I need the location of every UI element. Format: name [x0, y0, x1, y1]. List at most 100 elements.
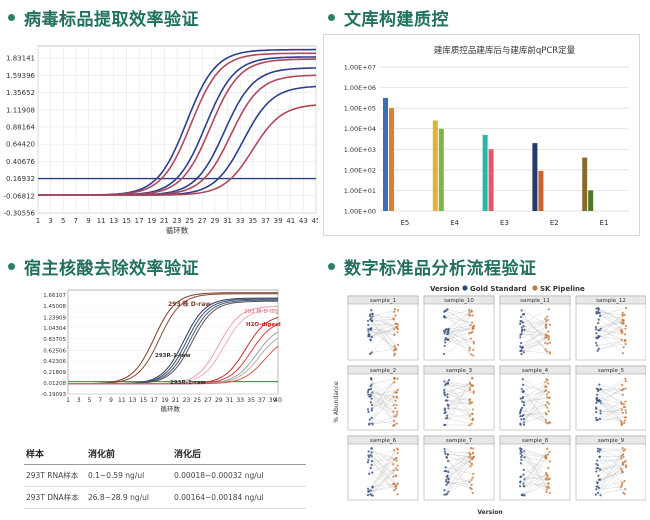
- facet-label: sample_7: [446, 438, 473, 444]
- data-point: [520, 462, 522, 464]
- data-point: [624, 328, 626, 330]
- data-point: [548, 410, 550, 412]
- data-point: [471, 484, 473, 486]
- data-point: [625, 460, 627, 462]
- data-point: [519, 415, 521, 417]
- data-point: [446, 475, 448, 477]
- data-point: [546, 393, 548, 395]
- data-point: [520, 353, 522, 355]
- x-tick-label: 7: [98, 397, 102, 404]
- data-point: [367, 320, 369, 322]
- y-tick-label: 1.00E+04: [344, 125, 376, 133]
- data-point: [393, 489, 395, 491]
- data-point: [397, 493, 399, 495]
- data-point: [471, 377, 473, 379]
- data-point: [548, 487, 550, 489]
- x-tick-label: 31: [223, 217, 232, 225]
- data-point: [547, 331, 549, 333]
- data-point: [444, 409, 446, 411]
- data-point: [624, 388, 626, 390]
- data-point: [395, 457, 397, 459]
- x-tick-label: 37: [258, 397, 266, 404]
- data-point: [621, 471, 623, 473]
- data-point: [595, 411, 597, 413]
- data-point: [546, 379, 548, 381]
- data-point: [367, 454, 369, 456]
- x-tick-label: E3: [500, 219, 509, 227]
- data-point: [445, 383, 447, 385]
- data-point: [394, 322, 396, 324]
- data-point: [470, 338, 472, 340]
- data-point: [595, 463, 597, 465]
- x-tick-label: 9: [109, 397, 113, 404]
- data-point: [547, 382, 549, 384]
- data-point: [370, 309, 372, 311]
- data-point: [367, 411, 369, 413]
- data-point: [624, 314, 626, 316]
- data-point: [519, 336, 521, 338]
- data-point: [622, 312, 624, 314]
- data-point: [396, 452, 398, 454]
- data-point: [624, 406, 626, 408]
- x-tick-label: 45: [312, 217, 318, 225]
- data-point: [549, 460, 551, 462]
- data-point: [620, 401, 622, 403]
- annotation-label: 293R-1-raw: [155, 353, 191, 359]
- y-tick-label: 0.40676: [6, 158, 35, 166]
- data-point: [597, 450, 599, 452]
- data-point: [368, 396, 370, 398]
- data-point: [523, 390, 525, 392]
- table-row: 293T DNA样本 26.8~28.9 ng/ul 0.00164~0.001…: [24, 487, 306, 509]
- data-point: [367, 408, 369, 410]
- x-tick-label: 15: [122, 217, 131, 225]
- bar: [439, 129, 444, 211]
- data-point: [595, 342, 597, 344]
- data-point: [471, 479, 473, 481]
- data-point: [546, 488, 548, 490]
- data-point: [597, 390, 599, 392]
- y-tick-label: 1.59396: [6, 72, 35, 80]
- data-point: [447, 453, 449, 455]
- data-point: [595, 493, 597, 495]
- data-point: [625, 380, 627, 382]
- x-tick-label: 3: [77, 397, 81, 404]
- data-point: [446, 415, 448, 417]
- data-point: [523, 456, 525, 458]
- data-point: [625, 412, 627, 414]
- legend-title: Version: [430, 285, 460, 293]
- data-point: [546, 315, 548, 317]
- data-point: [469, 383, 471, 385]
- data-point: [597, 350, 599, 352]
- data-point: [472, 447, 474, 449]
- data-point: [622, 394, 624, 396]
- data-point: [545, 454, 547, 456]
- annotation-label: 293 株 D-dig: [244, 307, 278, 315]
- data-point: [447, 471, 449, 473]
- data-point: [468, 349, 470, 351]
- data-point: [597, 448, 599, 450]
- data-point: [596, 459, 598, 461]
- data-point: [397, 309, 399, 311]
- data-point: [547, 343, 549, 345]
- data-point: [519, 452, 521, 454]
- data-point: [523, 404, 525, 406]
- data-point: [396, 326, 398, 328]
- x-tick-label: 33: [236, 217, 245, 225]
- x-tick-label: 11: [97, 217, 106, 225]
- data-point: [396, 411, 398, 413]
- y-tick-label: 1.04304: [43, 326, 66, 332]
- data-point: [598, 384, 600, 386]
- table-header-row: 样本 消化前 消化后: [24, 443, 306, 465]
- data-point: [393, 333, 395, 335]
- data-point: [595, 417, 597, 419]
- data-point: [600, 412, 602, 414]
- data-point: [548, 478, 550, 480]
- data-point: [544, 336, 546, 338]
- data-point: [621, 482, 623, 484]
- data-point: [595, 332, 597, 334]
- chart-title: 建库质控品建库后与建库前qPCR定量: [434, 45, 576, 56]
- data-point: [445, 484, 447, 486]
